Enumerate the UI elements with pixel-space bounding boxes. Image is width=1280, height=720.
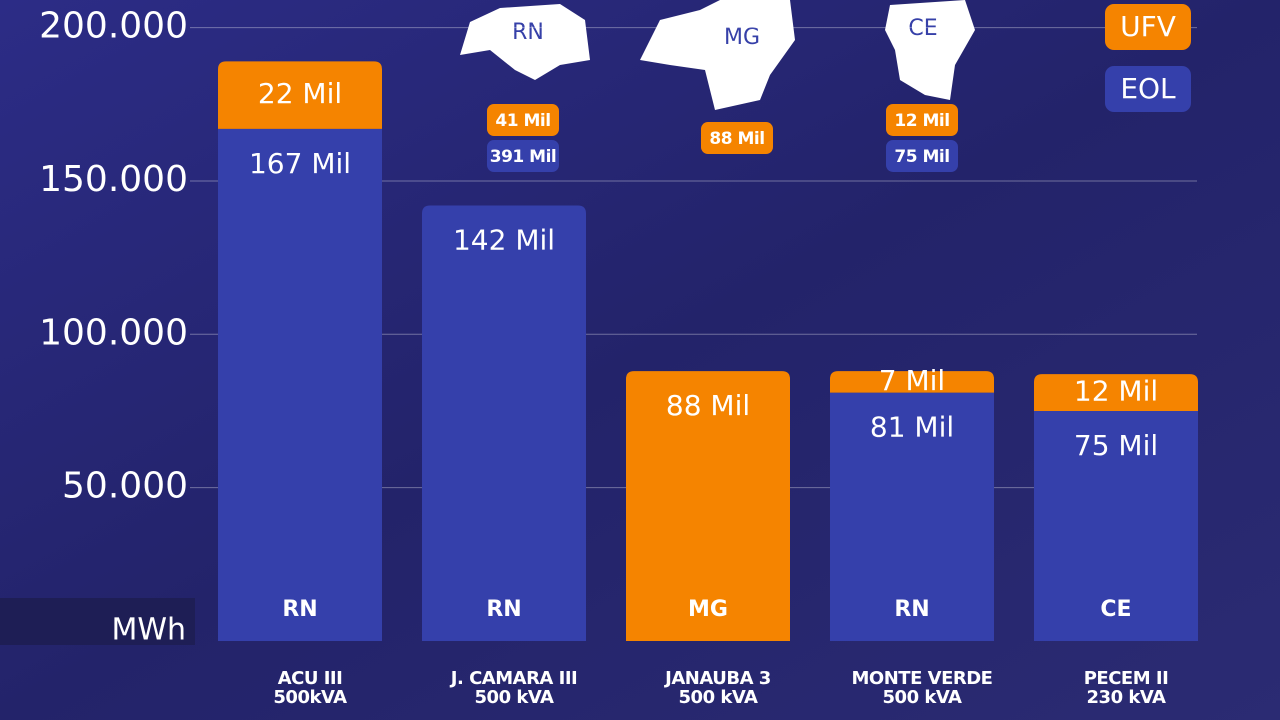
bar-segment — [626, 371, 790, 641]
badge — [487, 104, 559, 136]
badge-label: 12 Mil — [894, 111, 949, 131]
state-label: RN — [486, 597, 521, 622]
data-label: 7 Mil — [879, 364, 945, 397]
legend-swatch — [1105, 66, 1191, 112]
x-tick-label: J. CAMARA III — [449, 668, 577, 689]
data-label: 81 Mil — [870, 411, 954, 444]
x-tick-label: MONTE VERDE — [852, 668, 993, 689]
legend-swatch — [1105, 4, 1191, 50]
bar-segment — [218, 128, 382, 641]
bar-segment — [830, 371, 994, 393]
y-tick-label: 50.000 — [62, 466, 188, 507]
data-label: 142 Mil — [453, 223, 555, 256]
state-label: RN — [282, 597, 317, 622]
map-shape — [885, 0, 975, 100]
y-tick-label: 200.000 — [39, 6, 188, 47]
state-label: RN — [894, 597, 929, 622]
legend-label: EOL — [1120, 72, 1176, 105]
x-tick-sublabel: 500 kVA — [475, 687, 555, 708]
badge — [886, 104, 958, 136]
y-axis-label: MWh — [111, 613, 186, 648]
badge-label: 88 Mil — [709, 129, 764, 149]
data-label: 88 Mil — [666, 389, 750, 422]
badge-label: 75 Mil — [894, 147, 949, 167]
bar-segment — [422, 205, 586, 641]
state-label: CE — [1100, 597, 1131, 622]
data-label: 22 Mil — [258, 77, 342, 110]
x-tick-sublabel: 500 kVA — [679, 687, 759, 708]
bar-segment — [1034, 410, 1198, 641]
state-label: MG — [688, 597, 728, 622]
badge-label: 41 Mil — [495, 111, 550, 131]
map-label: CE — [908, 16, 937, 41]
bar-segment — [1034, 374, 1198, 411]
x-tick-sublabel: 500 kVA — [883, 687, 963, 708]
map-shape — [640, 0, 795, 110]
badge — [701, 122, 773, 154]
x-tick-label: JANAUBA 3 — [663, 668, 771, 689]
map-label: MG — [724, 25, 760, 50]
y-tick-label: 150.000 — [39, 159, 188, 200]
map-shape — [460, 4, 590, 80]
y-tick-label: 100.000 — [39, 312, 188, 353]
legend-label: UFV — [1120, 10, 1176, 43]
data-label: 75 Mil — [1074, 429, 1158, 462]
map-label: RN — [512, 20, 544, 45]
bar-segment — [218, 61, 382, 129]
badge-label: 391 Mil — [490, 147, 556, 167]
badge — [487, 140, 559, 172]
badge — [886, 140, 958, 172]
unit-box — [0, 598, 195, 645]
data-label: 167 Mil — [249, 147, 351, 180]
x-tick-sublabel: 500kVA — [273, 687, 347, 708]
x-tick-label: ACU III — [278, 668, 343, 689]
x-tick-sublabel: 230 kVA — [1087, 687, 1167, 708]
data-label: 12 Mil — [1074, 375, 1158, 408]
bar-segment — [830, 392, 994, 641]
x-tick-label: PECEM II — [1084, 668, 1169, 689]
